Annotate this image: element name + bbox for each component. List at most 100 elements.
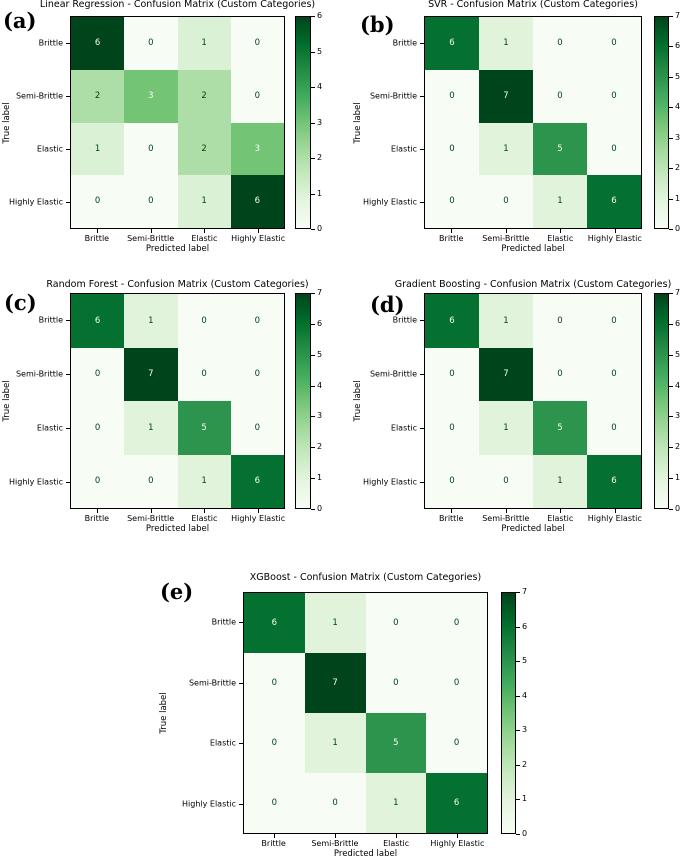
matrix-cell: 5 xyxy=(533,401,587,455)
x-tick-mark xyxy=(204,509,206,513)
colorbar xyxy=(295,16,311,229)
panel-title: XGBoost - Confusion Matrix (Custom Categ… xyxy=(249,572,482,583)
matrix-cell: 0 xyxy=(425,175,479,228)
colorbar-tick-mark xyxy=(669,229,673,230)
matrix-cell: 0 xyxy=(71,454,125,508)
colorbar-tick-label: 4 xyxy=(317,82,323,91)
colorbar-tick-label: 1 xyxy=(675,193,681,203)
matrix-cell: 1 xyxy=(71,122,125,176)
x-tick-mark xyxy=(258,229,260,233)
x-tick-label: Brittle xyxy=(84,514,110,523)
matrix-cell: 0 xyxy=(244,653,305,713)
y-tick-label: Elastic xyxy=(390,144,417,154)
matrix-cell: 0 xyxy=(230,294,284,348)
x-tick-label: Highly Elastic xyxy=(587,514,642,523)
y-tick-label: Brittle xyxy=(392,315,417,325)
matrix-cell: 1 xyxy=(304,713,366,773)
matrix-cell: 6 xyxy=(587,454,641,508)
matrix-cell: 0 xyxy=(425,122,479,176)
panel-letter: (b) xyxy=(360,12,395,37)
matrix-cell: 0 xyxy=(533,69,587,123)
colorbar-tick-mark xyxy=(669,16,673,17)
colorbar-tick-label: 1 xyxy=(317,188,323,198)
x-tick-mark xyxy=(560,509,562,513)
matrix-cell: 1 xyxy=(479,122,533,176)
y-tick-mark xyxy=(66,202,70,204)
colorbar-tick-mark xyxy=(311,193,315,195)
matrix-cell: 0 xyxy=(177,347,231,401)
matrix-cell: 5 xyxy=(533,122,587,176)
x-tick-label: Elastic xyxy=(547,514,574,523)
matrix-cell: 6 xyxy=(71,17,125,70)
y-tick-mark xyxy=(66,149,70,151)
matrix-cell: 0 xyxy=(304,773,366,833)
colorbar-tick-label: 7 xyxy=(675,288,681,297)
x-axis-label: Predicted label xyxy=(333,849,398,859)
x-tick-label: Semi-Brittle xyxy=(311,839,359,848)
colorbar-tick-mark xyxy=(516,799,520,801)
x-tick-mark xyxy=(204,229,206,233)
matrix-cell: 2 xyxy=(177,69,231,123)
matrix-cell: 7 xyxy=(124,347,178,401)
x-axis-label: Predicted label xyxy=(145,244,210,254)
x-axis-label: Predicted label xyxy=(145,524,210,534)
colorbar-tick-mark xyxy=(311,16,315,17)
colorbar-tick-label: 5 xyxy=(317,46,323,56)
matrix-cell: 0 xyxy=(587,69,641,123)
colorbar-tick-mark xyxy=(311,51,315,53)
colorbar-tick-label: 5 xyxy=(675,349,681,359)
x-tick-mark xyxy=(451,509,453,513)
panel-a: (a) Linear Regression - Confusion Matrix … xyxy=(0,0,342,265)
x-tick-mark xyxy=(396,834,398,838)
panel-title: Random Forest - Confusion Matrix (Custom… xyxy=(46,279,309,290)
colorbar-tick-label: 7 xyxy=(675,11,681,20)
x-tick-label: Highly Elastic xyxy=(231,514,286,523)
colorbar-tick-mark xyxy=(516,592,520,593)
colorbar-tick-mark xyxy=(516,695,520,697)
matrix-cell: 6 xyxy=(230,454,284,508)
colorbar-tick-label: 7 xyxy=(317,288,323,297)
colorbar-tick-label: 4 xyxy=(317,380,323,390)
x-tick-mark xyxy=(258,509,260,513)
colorbar-tick-mark xyxy=(311,447,315,449)
matrix-cell: 6 xyxy=(230,175,284,228)
matrix-cell: 1 xyxy=(124,294,178,348)
matrix-cell: 0 xyxy=(533,294,587,348)
colorbar-tick-label: 2 xyxy=(317,153,323,162)
x-tick-label: Semi-Brittle xyxy=(127,234,175,243)
y-tick-mark xyxy=(239,682,243,684)
matrix-cell: 1 xyxy=(304,593,366,653)
x-tick-mark xyxy=(96,229,98,233)
colorbar-tick-mark xyxy=(311,478,315,480)
matrix-cell: 0 xyxy=(426,713,487,773)
y-tick-label: Semi-Brittle xyxy=(369,91,417,101)
x-tick-label: Brittle xyxy=(261,839,286,848)
colorbar-tick-label: 6 xyxy=(675,41,681,51)
y-tick-mark xyxy=(420,95,424,97)
colorbar-tick-mark xyxy=(669,385,673,387)
y-tick-label: Semi-Brittle xyxy=(188,678,236,688)
y-tick-mark xyxy=(420,482,424,483)
matrix-cell: 3 xyxy=(230,122,284,176)
colorbar-tick-mark xyxy=(669,293,673,294)
matrix-cell: 6 xyxy=(244,593,305,653)
x-axis-label: Predicted label xyxy=(501,524,565,534)
colorbar-tick-mark xyxy=(669,323,673,325)
colorbar-tick-mark xyxy=(669,198,673,200)
colorbar-tick-label: 3 xyxy=(675,132,681,142)
x-tick-label: Highly Elastic xyxy=(430,839,485,848)
matrix-cell: 0 xyxy=(365,593,427,653)
colorbar-tick-label: 6 xyxy=(522,621,528,631)
matrix-cell: 0 xyxy=(244,773,305,833)
colorbar-tick-label: 0 xyxy=(317,504,323,513)
y-tick-label: Semi-Brittle xyxy=(369,369,417,379)
matrix-cell: 1 xyxy=(177,17,231,70)
colorbar-tick-mark xyxy=(669,168,673,170)
y-tick-mark xyxy=(420,374,424,375)
panel-letter: (d) xyxy=(370,292,405,317)
colorbar-tick-label: 3 xyxy=(522,725,528,735)
colorbar-tick-mark xyxy=(516,764,520,766)
